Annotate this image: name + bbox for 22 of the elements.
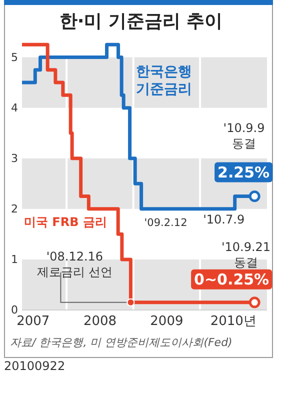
y-tick-label: 1 — [11, 252, 18, 266]
annotation: 2.25% — [218, 163, 270, 182]
y-tick-label: 0 — [11, 304, 18, 317]
chart-title: 한·미 기준금리 추이 — [59, 11, 223, 32]
x-tick-label: 2008 — [83, 314, 117, 330]
annotation: 0~0.25% — [194, 270, 270, 288]
annotation: '10.9.9 동결 — [223, 121, 265, 151]
annotation: '10.9.21 동결 — [221, 240, 271, 270]
y-tick-label: 4 — [11, 101, 18, 114]
text: 20100922 — [4, 359, 66, 373]
annotation: '10.7.9 — [203, 212, 245, 226]
y-tick-label: 3 — [11, 152, 18, 165]
x-tick-label: 2009 — [150, 314, 184, 330]
series-label: 한국은행 기준금리 — [136, 64, 192, 98]
x-tick-label: 2007 — [16, 314, 50, 330]
annotation: '09.2.12 — [144, 216, 188, 229]
series-label: 미국 FRB 금리 — [24, 215, 107, 229]
x-tick-label: 2010년 — [210, 314, 256, 330]
y-tick-label: 2 — [11, 202, 18, 216]
text: 자료/ 한국은행, 미 연방준비제도이사회(Fed) — [10, 336, 232, 349]
annotation: '08.12.16 제로금리 선언 — [36, 249, 113, 280]
y-tick-label: 5 — [11, 50, 18, 64]
